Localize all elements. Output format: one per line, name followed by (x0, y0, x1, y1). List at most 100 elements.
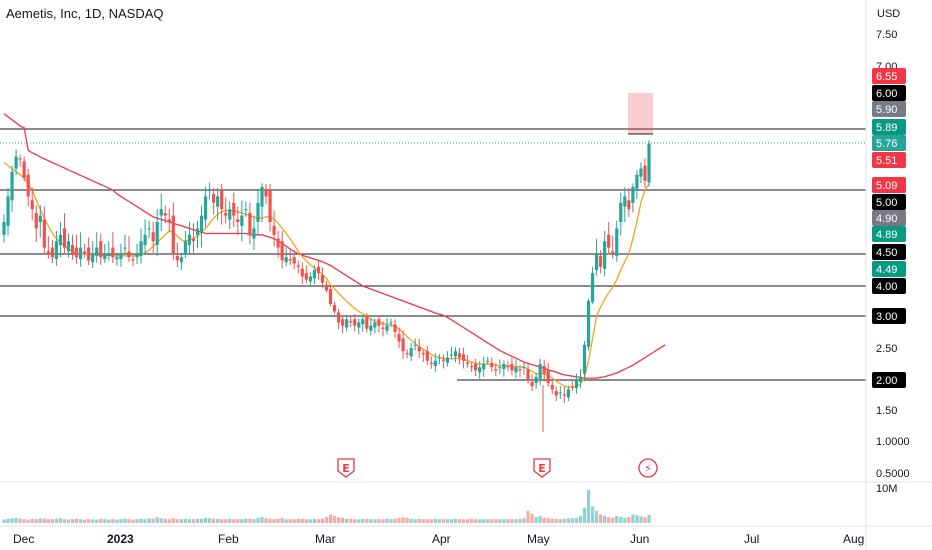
candle-body (429, 362, 433, 364)
candle-body (224, 213, 228, 216)
price-badge-label: 5.51 (876, 155, 897, 167)
candle-body (195, 228, 200, 235)
volume-bar (534, 516, 538, 523)
candle-body (264, 188, 268, 197)
earnings-shield-icon (533, 458, 551, 478)
volume-bar (433, 518, 437, 523)
candle-body (304, 273, 308, 280)
candle-body (534, 376, 538, 384)
price-badge (872, 261, 906, 277)
candle-body (590, 273, 595, 302)
volume-bar (38, 518, 42, 523)
volume-bar (280, 518, 284, 523)
volume-bar (111, 519, 115, 523)
candle-body (26, 174, 30, 197)
volume-bar (115, 519, 119, 523)
ma-fast-line (3, 161, 650, 389)
moving-averages (3, 113, 666, 389)
price-badge (872, 372, 906, 388)
volume-bar (99, 518, 103, 523)
candle-body (91, 254, 95, 263)
volume-bar (578, 515, 583, 523)
candle-body (437, 357, 441, 359)
candle-body (324, 284, 329, 291)
candle-body (465, 362, 470, 364)
price-badge (872, 135, 906, 151)
volume-bar (349, 518, 353, 523)
volume-bar (611, 517, 615, 523)
volume-bar (252, 519, 256, 523)
volume-bar (244, 518, 248, 523)
event-markers[interactable]: E E ⚡ (337, 458, 658, 478)
candle-body (369, 325, 373, 331)
candle-body (175, 255, 179, 261)
volume-bar (135, 519, 139, 523)
volume-bar (155, 517, 159, 523)
candle-body (405, 353, 409, 355)
candle-body (586, 301, 591, 347)
candle-body (361, 319, 365, 325)
candle-body (284, 257, 288, 263)
earnings-shield-icon (337, 458, 355, 478)
volume-bar (393, 518, 397, 523)
candle-body (147, 228, 151, 230)
volume-bar (203, 517, 208, 523)
volume-bar (506, 519, 510, 523)
candle-body (6, 196, 10, 226)
volume-bar (147, 518, 151, 523)
candle-body (615, 228, 619, 256)
candle-body (558, 392, 562, 394)
volume-bar (6, 518, 10, 523)
volume-bar (260, 516, 264, 523)
volume-bar (268, 518, 272, 523)
volume-bar (635, 515, 639, 523)
candle-body (542, 365, 546, 374)
candle-body (514, 367, 518, 373)
candle-body (127, 251, 131, 258)
volume-bar (554, 518, 558, 523)
volume-bar (163, 518, 167, 523)
volume-bar (224, 519, 228, 523)
time-axis[interactable]: Dec 2023 Feb Mar Apr May Jun Jul Aug (13, 532, 864, 546)
volume-bar (437, 519, 441, 523)
time-label: May (527, 532, 550, 546)
candle-body (308, 276, 312, 282)
candle-body (252, 228, 256, 239)
candle-body (123, 247, 127, 249)
candle-body (256, 202, 260, 222)
candle-body (582, 344, 587, 374)
earnings-marker-icon[interactable]: E (533, 458, 551, 478)
dividend-marker-icon[interactable]: ⚡ (638, 458, 658, 478)
volume-bar (292, 519, 296, 523)
price-badge (872, 101, 906, 117)
candle-body (332, 304, 337, 312)
candle-body (574, 380, 579, 389)
candle-body (220, 190, 224, 210)
candle-body (526, 369, 530, 380)
candle-body (619, 202, 623, 222)
candle-body (357, 322, 361, 328)
candle-body (135, 254, 139, 258)
volume-bar (538, 515, 542, 523)
time-label: Mar (315, 532, 336, 546)
volume-bar (510, 519, 514, 523)
volume-bar (236, 519, 240, 523)
price-axis[interactable]: USD7.507.002.501.501.00000.50006.556.005… (872, 8, 910, 495)
volume-axis-label: 10M (876, 483, 897, 495)
candle-body (248, 213, 252, 235)
candle-body (570, 386, 575, 388)
earnings-marker-icon[interactable]: E (337, 458, 355, 478)
candle-body (449, 354, 454, 356)
volume-bar (272, 519, 276, 523)
volume-bar (328, 514, 333, 523)
volume-bar (199, 518, 204, 523)
candle-body (401, 338, 405, 352)
volume-bar (131, 519, 135, 523)
volume-bar (232, 519, 236, 523)
candle-body (183, 241, 188, 254)
candle-body (316, 266, 321, 274)
volume-bar (58, 518, 63, 523)
candle-body (647, 143, 651, 183)
volume-bar (409, 518, 413, 523)
